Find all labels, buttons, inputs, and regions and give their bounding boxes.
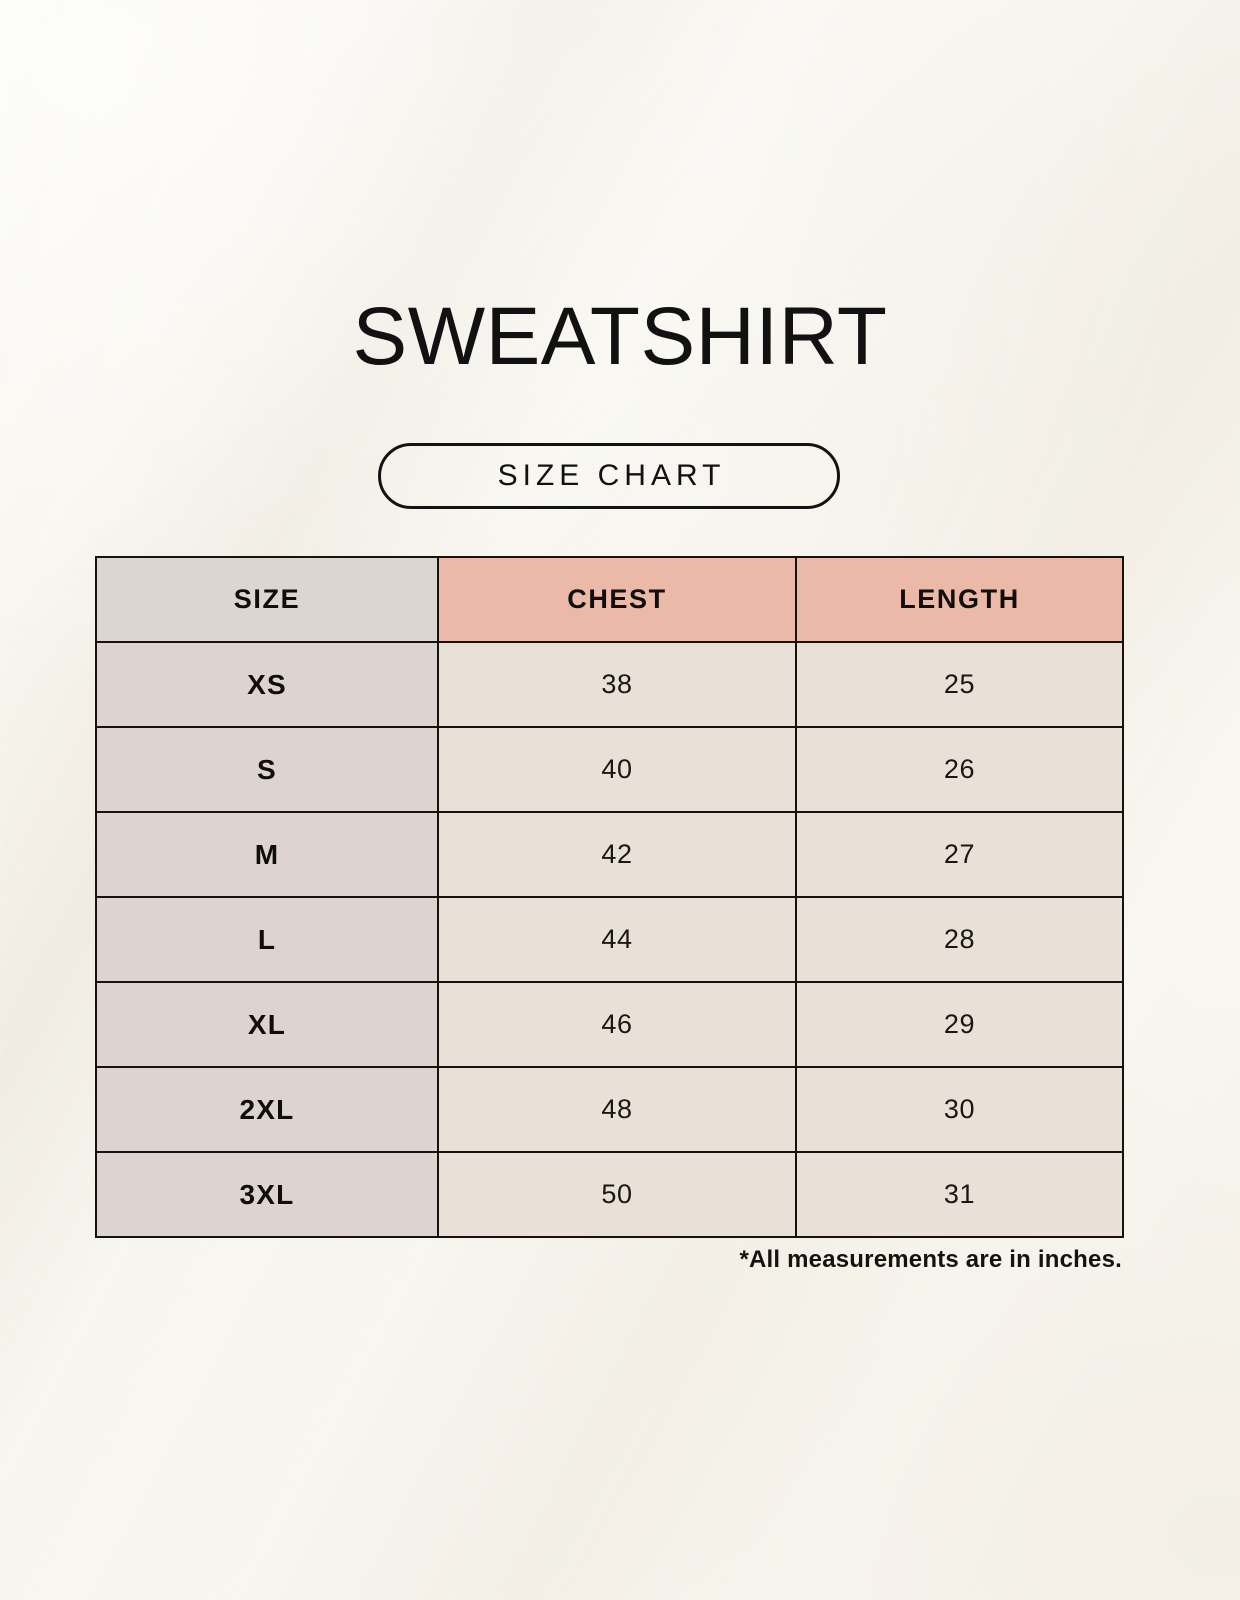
table-header-row: SIZE CHEST LENGTH — [95, 556, 1124, 643]
cell-length: 29 — [795, 981, 1124, 1068]
table-row: 2XL 48 30 — [95, 1066, 1124, 1153]
table-row: M 42 27 — [95, 811, 1124, 898]
cell-chest: 42 — [437, 811, 797, 898]
cell-size: L — [95, 896, 439, 983]
column-header-chest: CHEST — [437, 556, 797, 643]
cell-chest: 44 — [437, 896, 797, 983]
cell-size: M — [95, 811, 439, 898]
size-chart-table: SIZE CHEST LENGTH XS 38 25 S 40 26 M 42 … — [95, 556, 1124, 1238]
cell-length: 26 — [795, 726, 1124, 813]
page-title: SWEATSHIRT — [352, 291, 888, 382]
cell-chest: 46 — [437, 981, 797, 1068]
cell-chest: 40 — [437, 726, 797, 813]
cell-size: S — [95, 726, 439, 813]
measurement-unit-note: *All measurements are in inches. — [739, 1246, 1122, 1273]
table-row: 3XL 50 31 — [95, 1151, 1124, 1238]
cell-length: 25 — [795, 641, 1124, 728]
cell-size: XS — [95, 641, 439, 728]
cell-chest: 50 — [437, 1151, 797, 1238]
cell-size: 3XL — [95, 1151, 439, 1238]
table-row: L 44 28 — [95, 896, 1124, 983]
column-header-size: SIZE — [95, 556, 439, 643]
cell-length: 28 — [795, 896, 1124, 983]
cell-size: XL — [95, 981, 439, 1068]
cell-length: 27 — [795, 811, 1124, 898]
table-row: XL 46 29 — [95, 981, 1124, 1068]
size-chart-badge-label: SIZE CHART — [497, 459, 726, 492]
table-row: XS 38 25 — [95, 641, 1124, 728]
cell-chest: 48 — [437, 1066, 797, 1153]
table-row: S 40 26 — [95, 726, 1124, 813]
cell-length: 30 — [795, 1066, 1124, 1153]
size-chart-badge: SIZE CHART — [378, 443, 840, 509]
cell-size: 2XL — [95, 1066, 439, 1153]
column-header-length: LENGTH — [795, 556, 1124, 643]
cell-chest: 38 — [437, 641, 797, 728]
cell-length: 31 — [795, 1151, 1124, 1238]
